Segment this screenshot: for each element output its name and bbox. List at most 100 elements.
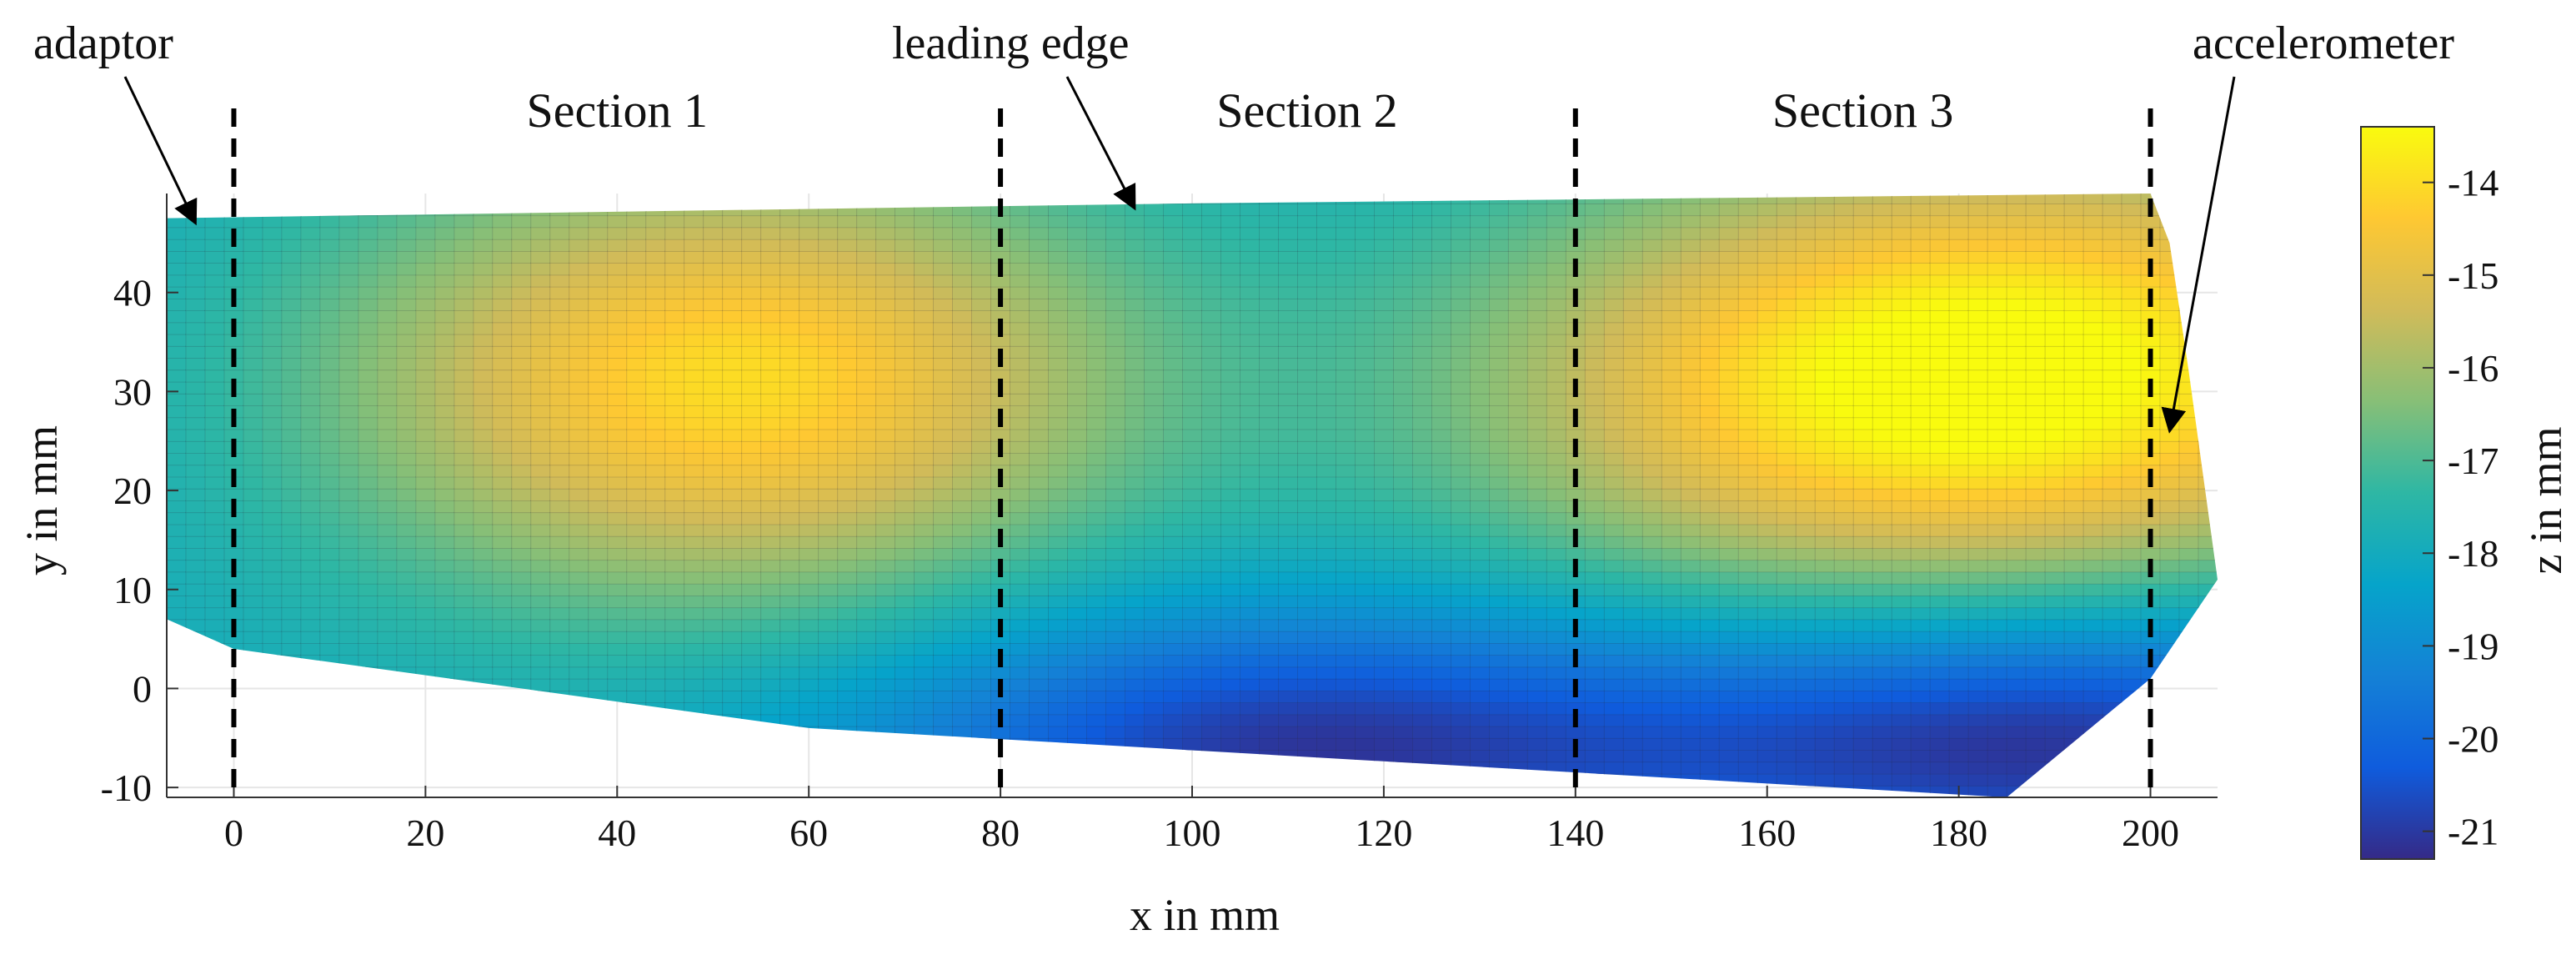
surface-cell	[645, 654, 666, 668]
surface-cell	[1374, 239, 1395, 252]
surface-cell	[1526, 464, 1548, 478]
surface-cell	[1795, 274, 1817, 288]
surface-cell	[1661, 524, 1682, 537]
surface-cell	[185, 226, 207, 240]
surface-cell	[1622, 524, 1644, 537]
surface-cell	[684, 452, 704, 466]
surface-cell	[1680, 309, 1701, 324]
surface-cell	[588, 393, 609, 406]
surface-cell	[1757, 321, 1778, 335]
surface-cell	[1526, 381, 1548, 395]
surface-cell	[1048, 345, 1069, 359]
surface-cell	[1029, 500, 1050, 514]
surface-cell	[952, 309, 973, 324]
surface-cell	[377, 321, 398, 335]
surface-cell	[1737, 571, 1759, 585]
surface-cell	[1451, 666, 1471, 680]
surface-cell	[1987, 749, 2008, 763]
surface-cell	[358, 726, 378, 739]
surface-cell	[1086, 309, 1107, 324]
surface-cell	[1067, 737, 1088, 751]
surface-cell	[1526, 606, 1548, 621]
surface-cell	[530, 416, 551, 430]
surface-cell	[1603, 773, 1625, 787]
surface-cell	[511, 369, 532, 383]
surface-cell	[1737, 749, 1759, 763]
surface-cell	[1125, 393, 1145, 406]
surface-cell	[338, 571, 359, 585]
surface-cell	[1891, 381, 1912, 395]
surface-cell	[1910, 583, 1932, 596]
surface-cell	[569, 250, 589, 264]
surface-cell	[1929, 631, 1951, 644]
surface-cell	[1048, 393, 1069, 406]
surface-cell	[1336, 749, 1356, 763]
surface-cell	[1374, 214, 1395, 229]
surface-cell	[1910, 511, 1932, 525]
surface-cell	[760, 773, 781, 787]
surface-cell	[703, 298, 724, 311]
surface-cell	[185, 761, 207, 775]
surface-cell	[760, 416, 781, 430]
surface-cell	[645, 666, 666, 680]
surface-cell	[664, 464, 685, 478]
surface-cell	[358, 345, 378, 359]
surface-cell	[549, 726, 570, 739]
surface-cell	[1163, 571, 1184, 585]
surface-cell	[914, 619, 935, 632]
surface-cell	[1240, 713, 1260, 727]
surface-cell	[760, 761, 781, 775]
surface-cell	[895, 773, 915, 787]
surface-cell	[1355, 214, 1376, 229]
surface-cell	[895, 535, 915, 549]
surface-cell	[338, 631, 359, 644]
surface-cell	[837, 535, 858, 549]
surface-cell	[396, 476, 417, 490]
surface-cell	[799, 298, 819, 311]
surface-cell	[1795, 773, 1817, 787]
surface-cell	[1872, 262, 1893, 276]
surface-cell	[684, 214, 704, 229]
surface-cell	[1163, 345, 1184, 359]
surface-cell	[1699, 488, 1721, 501]
surface-cell	[856, 606, 877, 621]
surface-cell	[1163, 701, 1184, 716]
surface-cell	[569, 583, 589, 596]
surface-cell	[1048, 500, 1069, 514]
surface-cell	[1297, 416, 1318, 430]
surface-cell	[300, 345, 321, 359]
surface-cell	[204, 226, 226, 240]
surface-cell	[1757, 429, 1778, 442]
surface-cell	[760, 737, 781, 751]
surface-cell	[1316, 619, 1337, 632]
surface-cell	[1393, 500, 1414, 514]
surface-cell	[1987, 393, 2008, 406]
surface-cell	[1086, 194, 1107, 204]
surface-cell	[1910, 701, 1932, 716]
surface-cell	[818, 773, 839, 787]
surface-cell	[1048, 761, 1069, 775]
surface-cell	[1278, 464, 1299, 478]
surface-cell	[1259, 194, 1280, 204]
surface-cell	[396, 666, 417, 680]
surface-cell	[1067, 511, 1088, 525]
surface-cell	[1967, 488, 1989, 501]
surface-cell	[1795, 334, 1817, 347]
surface-cell	[875, 713, 896, 727]
surface-cell	[185, 559, 207, 573]
surface-cell	[1355, 393, 1376, 406]
surface-cell	[1470, 701, 1491, 716]
surface-cell	[818, 606, 839, 621]
surface-cell	[971, 452, 992, 466]
surface-cell	[243, 690, 264, 703]
surface-cell	[1546, 524, 1567, 537]
surface-cell	[645, 405, 666, 419]
surface-cell	[875, 381, 896, 395]
surface-cell	[1718, 642, 1740, 656]
surface-cell	[1316, 726, 1337, 739]
surface-cell	[1144, 321, 1165, 335]
surface-cell	[952, 701, 973, 716]
surface-cell	[1948, 678, 1970, 691]
surface-cell	[185, 440, 207, 454]
surface-cell	[1546, 773, 1567, 787]
